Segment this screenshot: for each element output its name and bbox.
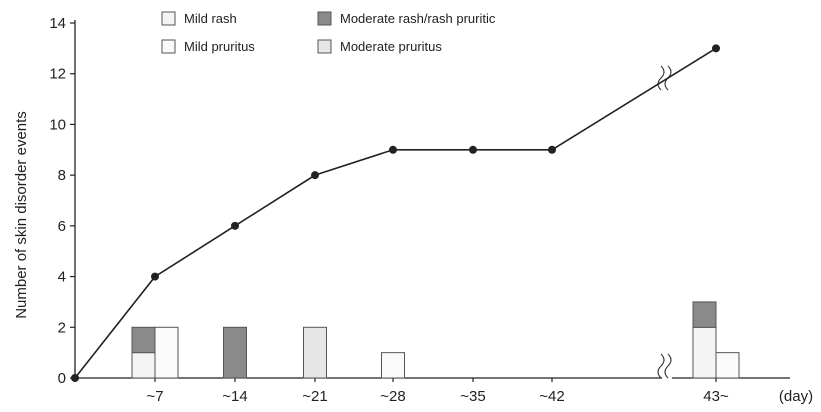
bar-segment [131, 326, 156, 354]
bar-segment [381, 352, 405, 379]
y-tick-label: 12 [49, 66, 66, 83]
y-tick-label: 0 [58, 370, 66, 387]
axes: 0 2 4 6 8 10 12 14 ~7 ~14 ~21 ~28 ~35 ~42 43~ [49, 15, 790, 405]
bar-segment [692, 326, 717, 379]
bar-segment [223, 326, 247, 379]
y-tick-label: 8 [58, 167, 66, 184]
legend-label: Mild rash [184, 11, 237, 26]
x-tick-label: ~28 [380, 388, 405, 405]
bar-segment [715, 352, 740, 379]
x-axis-unit: (day) [779, 388, 813, 405]
cumulative-line-path [74, 47, 717, 379]
bar-segment [692, 301, 717, 328]
x-axis-break-mark [657, 353, 665, 379]
y-tick-label: 6 [58, 218, 66, 235]
line-break-mark [657, 65, 665, 91]
legend-swatch [317, 39, 332, 54]
x-tick-label: ~14 [222, 388, 247, 405]
y-tick-label: 14 [49, 15, 66, 32]
x-axis-break-mark [664, 353, 672, 379]
legend-swatch [161, 11, 176, 26]
bar-segment [154, 326, 179, 379]
x-tick-label: ~42 [539, 388, 564, 405]
y-axis-label: Number of skin disorder events [13, 111, 30, 319]
x-tick-label: ~21 [302, 388, 327, 405]
x-tick-label: ~7 [146, 388, 163, 405]
y-tick-label: 10 [49, 116, 66, 133]
bar-segment [303, 326, 327, 379]
cumulative-line [71, 44, 720, 382]
legend-swatch [317, 11, 332, 26]
legend-swatch [161, 39, 176, 54]
legend: Mild rash Moderate rash/rash pruritic Mild… [161, 11, 496, 54]
line-point [71, 374, 79, 382]
legend-label: Moderate rash/rash pruritic [340, 11, 496, 26]
line-point [548, 145, 556, 154]
legend-label: Mild pruritus [184, 39, 255, 54]
line-point [231, 221, 239, 230]
bar-segment [131, 352, 156, 379]
y-tick-label: 4 [58, 269, 66, 286]
line-point [311, 171, 319, 180]
legend-label: Moderate pruritus [340, 39, 442, 54]
y-tick-label: 2 [58, 319, 66, 336]
line-point [151, 272, 159, 281]
x-tick-label: ~35 [460, 388, 485, 405]
line-point [389, 145, 397, 154]
line-point [469, 145, 477, 154]
bars [131, 301, 740, 379]
x-tick-label: 43~ [703, 388, 729, 405]
line-point [712, 44, 720, 53]
